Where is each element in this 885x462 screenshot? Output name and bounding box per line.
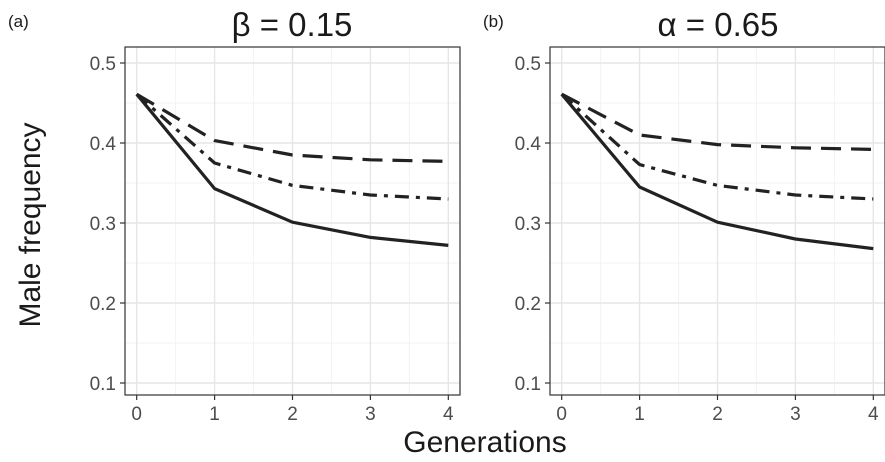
series-line-dash-dot — [135, 93, 449, 201]
x-tick-label: 1 — [634, 404, 645, 425]
y-tick-label: 0.1 — [90, 374, 116, 395]
y-tick-label: 0.3 — [90, 214, 116, 235]
y-tick-label: 0.2 — [90, 294, 116, 315]
panels: 0 1 2 3 40.10.20.30.40.5(a) β = 0.150 1 2 3 40.10… — [8, 6, 885, 425]
panel-label: (b) — [483, 12, 504, 31]
x-tick-label: 3 — [790, 404, 801, 425]
y-tick-label: 0.4 — [515, 134, 542, 155]
x-tick-label: 1 — [209, 404, 220, 425]
x-tick-label: 4 — [443, 404, 454, 425]
x-tick-label: 0 — [556, 404, 567, 425]
panel-label: (a) — [8, 12, 29, 31]
x-axis-label: Generations — [403, 426, 566, 459]
series-line-solid — [560, 93, 874, 251]
x-tick-label: 2 — [712, 404, 723, 425]
series-line-dash-dot — [560, 93, 874, 201]
chart-panel: 0 1 2 3 4 0.1 0.2 0.3 0.4 0.5 (b) α = 0.65 — [483, 6, 885, 425]
x-tick-label: 4 — [868, 404, 879, 425]
y-tick-label: 0.1 — [515, 374, 541, 395]
y-tick-label: 0.4 — [90, 134, 117, 155]
series-line-long-dash — [135, 92, 449, 163]
y-tick-label: 0.5 — [90, 54, 116, 75]
panel-title: α = 0.65 — [658, 6, 779, 43]
x-tick-label: 3 — [365, 404, 376, 425]
x-tick-label: 0 — [131, 404, 142, 425]
y-axis-label: Male frequency — [14, 122, 47, 327]
chart-panel: 0 1 2 3 4 0.1 0.2 0.3 0.4 0.5 (a) β = 0.15 — [8, 6, 461, 425]
x-tick-label: 2 — [287, 404, 298, 425]
panel-title: β = 0.15 — [232, 6, 353, 43]
y-tick-label: 0.3 — [515, 214, 541, 235]
y-tick-label: 0.5 — [515, 54, 541, 75]
series-line-long-dash — [560, 92, 874, 151]
series-line-solid — [135, 93, 449, 247]
y-tick-label: 0.2 — [515, 294, 541, 315]
